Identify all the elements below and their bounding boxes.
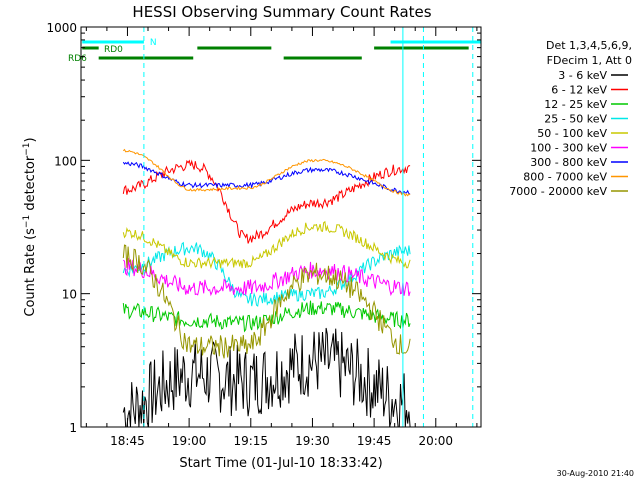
series-line	[122, 327, 411, 428]
x-tick-label: 19:00	[172, 434, 207, 448]
flag-bars: N RD0 RD6	[68, 38, 481, 64]
legend-item-label: 25 - 50 keV	[544, 113, 607, 126]
y-tick-label: 1000	[46, 21, 77, 35]
series-line	[122, 159, 411, 244]
plot-frame	[80, 26, 482, 428]
legend-item-label: 7000 - 20000 keV	[509, 185, 607, 198]
x-axis-label: Start Time (01-Jul-10 18:33:42)	[179, 456, 382, 471]
x-axis-ticks: 18:45 19:00 19:15 19:30 19:45 20:00	[85, 27, 478, 448]
legend: Det 1,3,4,5,6,9, FDecim 1, Att 0 3 - 6 k…	[509, 39, 632, 198]
flag-bar-segment	[82, 40, 144, 44]
flag-bar-segment	[374, 46, 469, 50]
flag-bar-label: RD0	[104, 45, 123, 55]
x-tick-label: 19:15	[233, 434, 268, 448]
series-line	[122, 148, 411, 197]
footer-timestamp: 30-Aug-2010 21:40	[557, 469, 634, 478]
flag-bar-segment	[283, 56, 362, 60]
legend-header-line-1: Det 1,3,4,5,6,9,	[546, 39, 632, 52]
legend-item-label: 300 - 800 keV	[530, 156, 607, 169]
plot-area	[122, 148, 411, 428]
flag-bar-label: N	[150, 38, 157, 48]
legend-item-label: 6 - 12 keV	[551, 84, 607, 97]
series-line	[122, 241, 411, 307]
x-tick-label: 19:45	[357, 434, 392, 448]
series-line	[122, 220, 411, 269]
legend-item-label: 100 - 300 keV	[530, 142, 607, 155]
x-tick-label: 18:45	[110, 434, 145, 448]
series-line	[123, 258, 411, 297]
x-tick-label: 19:30	[295, 434, 330, 448]
y-tick-label: 10	[62, 288, 77, 302]
x-tick-label: 20:00	[418, 434, 453, 448]
series-line	[122, 244, 411, 359]
y-axis-label: Count Rate (s−1 detector−1)	[22, 137, 38, 316]
chart-title: HESSI Observing Summary Count Rates	[132, 3, 431, 21]
y-axis-ticks: 1 10 100 1000	[46, 21, 481, 435]
legend-item-label: 800 - 7000 keV	[523, 171, 607, 184]
series-line	[122, 300, 411, 333]
flag-bar-segment	[82, 46, 99, 50]
flag-bar-label: RD6	[68, 54, 87, 64]
legend-header-line-2: FDecim 1, Att 0	[547, 54, 632, 67]
flag-bar-segment	[390, 40, 481, 44]
y-tick-label: 1	[69, 421, 77, 435]
flag-bar-segment	[197, 46, 272, 50]
y-tick-label: 100	[54, 154, 77, 168]
legend-item-label: 50 - 100 keV	[537, 127, 607, 140]
legend-item-label: 3 - 6 keV	[558, 69, 607, 82]
flag-bar-segment	[98, 56, 194, 60]
legend-item-label: 12 - 25 keV	[544, 98, 607, 111]
